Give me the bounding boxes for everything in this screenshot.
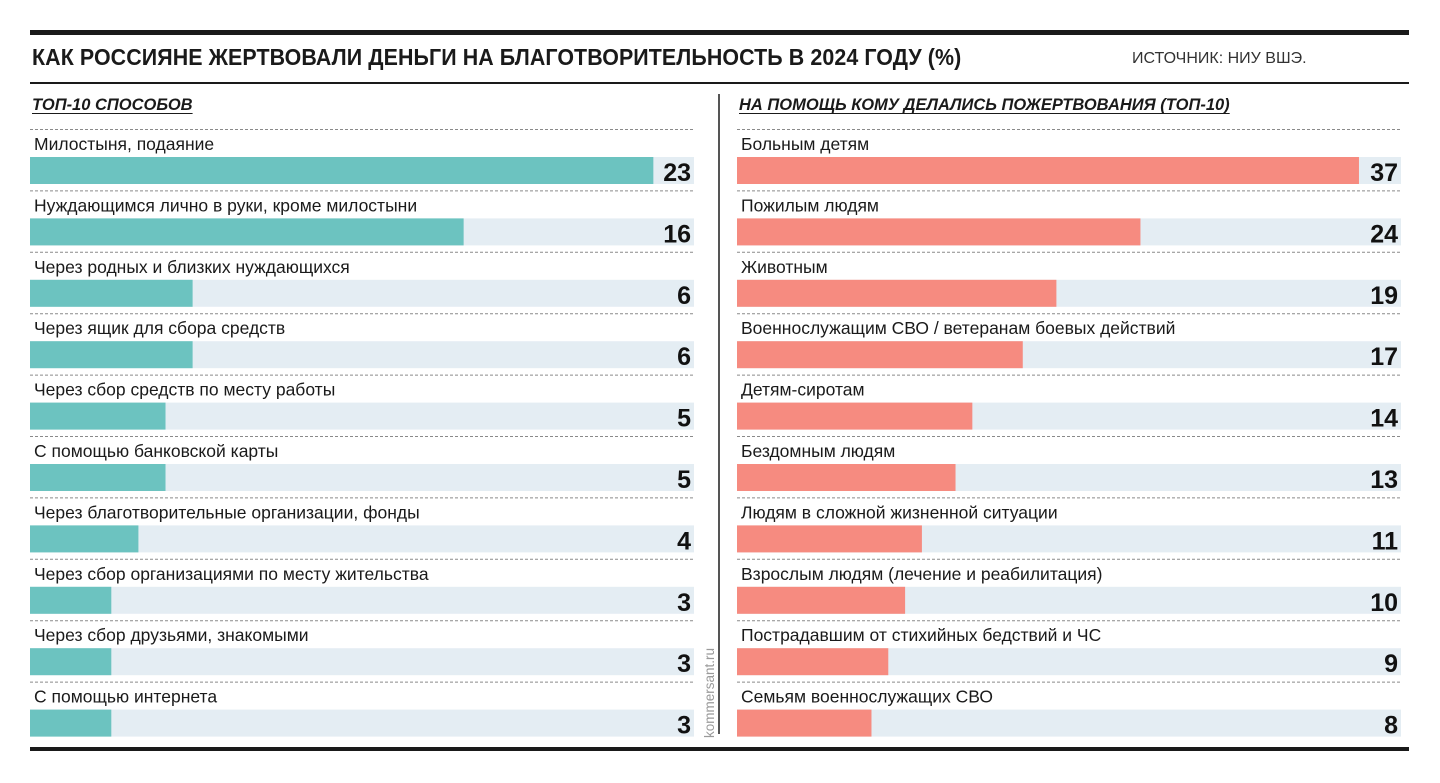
right-panel-title: НА ПОМОЩЬ КОМУ ДЕЛАЛИСЬ ПОЖЕРТВОВАНИЯ (Т… bbox=[739, 96, 1230, 114]
left-bar bbox=[30, 157, 654, 184]
left-value-label: 5 bbox=[677, 466, 691, 494]
bottom-rule bbox=[30, 747, 1409, 751]
left-bar bbox=[30, 402, 166, 430]
left-category-label: С помощью банковской карты bbox=[34, 441, 278, 461]
source-note: ИСТОЧНИК: НИУ ВШЭ. bbox=[1132, 50, 1307, 67]
right-bar bbox=[737, 341, 1023, 369]
right-bar bbox=[737, 648, 889, 676]
left-bar-track bbox=[30, 709, 694, 737]
right-category-label: Взрослым людям (лечение и реабилитация) bbox=[741, 564, 1102, 584]
right-category-label: Животным bbox=[741, 257, 828, 277]
right-category-label: Военнослужащим СВО / ветеранам боевых де… bbox=[741, 318, 1175, 338]
right-category-label: Бездомным людям bbox=[741, 441, 895, 461]
left-category-label: Через родных и близких нуждающихся bbox=[34, 257, 350, 277]
right-value-label: 10 bbox=[1370, 589, 1398, 617]
left-bar bbox=[30, 525, 139, 553]
right-category-label: Пожилым людям bbox=[741, 195, 879, 215]
right-value-label: 17 bbox=[1370, 343, 1398, 371]
left-bar-track bbox=[30, 648, 694, 676]
left-category-label: Через сбор организациями по месту житель… bbox=[34, 564, 429, 584]
right-bar bbox=[737, 402, 973, 430]
watermark: kommersant.ru bbox=[702, 647, 717, 738]
left-category-label: Милостыня, подаяние bbox=[34, 134, 214, 154]
top-rule bbox=[30, 30, 1409, 35]
left-bar bbox=[30, 709, 112, 737]
right-bar bbox=[737, 525, 922, 553]
panel-divider bbox=[718, 94, 720, 734]
left-bar bbox=[30, 586, 112, 614]
right-bar bbox=[737, 157, 1359, 184]
left-bar bbox=[30, 464, 166, 491]
right-bar bbox=[737, 709, 872, 737]
left-bar-chart: Милостыня, подаяние 23 Нуждающимся лично в… bbox=[30, 129, 694, 740]
left-value-label: 3 bbox=[677, 589, 691, 617]
right-value-label: 19 bbox=[1370, 282, 1398, 310]
left-category-label: Через благотворительные организации, фон… bbox=[34, 502, 420, 522]
left-category-label: С помощью интернета bbox=[34, 687, 217, 707]
left-category-label: Нуждающимся лично в руки, кроме милостын… bbox=[34, 195, 417, 215]
right-value-label: 13 bbox=[1370, 466, 1398, 494]
left-value-label: 3 bbox=[677, 712, 691, 740]
left-bar bbox=[30, 279, 193, 307]
title-rule bbox=[30, 82, 1409, 84]
left-value-label: 6 bbox=[677, 343, 691, 371]
right-category-label: Семьям военнослужащих СВО bbox=[741, 687, 993, 707]
right-bar bbox=[737, 586, 906, 614]
left-bar bbox=[30, 218, 464, 246]
right-value-label: 37 bbox=[1370, 159, 1398, 187]
right-value-label: 11 bbox=[1372, 527, 1399, 555]
right-bar bbox=[737, 464, 956, 491]
left-value-label: 6 bbox=[677, 282, 691, 310]
right-value-label: 9 bbox=[1384, 650, 1398, 678]
right-bar bbox=[737, 218, 1141, 246]
left-category-label: Через сбор друзьями, знакомыми bbox=[34, 625, 309, 645]
left-value-label: 4 bbox=[677, 527, 691, 555]
chart-title: КАК РОССИЯНЕ ЖЕРТВОВАЛИ ДЕНЬГИ НА БЛАГОТ… bbox=[32, 44, 962, 70]
left-value-label: 3 bbox=[677, 650, 691, 678]
right-category-label: Пострадавшим от стихийных бедствий и ЧС bbox=[741, 625, 1101, 645]
right-bar bbox=[737, 279, 1057, 307]
left-category-label: Через сбор средств по месту работы bbox=[34, 380, 335, 400]
left-bar bbox=[30, 648, 112, 676]
left-value-label: 16 bbox=[663, 220, 691, 248]
left-category-label: Через ящик для сбора средств bbox=[34, 318, 285, 338]
right-category-label: Людям в сложной жизненной ситуации bbox=[741, 502, 1058, 522]
left-bar-track bbox=[30, 525, 694, 553]
right-category-label: Детям-сиротам bbox=[741, 380, 865, 400]
title-row: КАК РОССИЯНЕ ЖЕРТВОВАЛИ ДЕНЬГИ НА БЛАГОТ… bbox=[32, 44, 1409, 76]
right-category-label: Больным детям bbox=[741, 134, 869, 154]
right-bar-chart: Больным детям 37 Пожилым людям 24 Животным 19… bbox=[737, 129, 1401, 740]
right-value-label: 8 bbox=[1384, 712, 1398, 740]
right-value-label: 24 bbox=[1370, 220, 1398, 248]
left-value-label: 23 bbox=[663, 159, 691, 187]
left-bar-track bbox=[30, 586, 694, 614]
left-panel-title: ТОП-10 СПОСОБОВ bbox=[32, 96, 193, 114]
left-value-label: 5 bbox=[677, 405, 691, 433]
left-bar bbox=[30, 341, 193, 369]
right-value-label: 14 bbox=[1370, 405, 1398, 433]
